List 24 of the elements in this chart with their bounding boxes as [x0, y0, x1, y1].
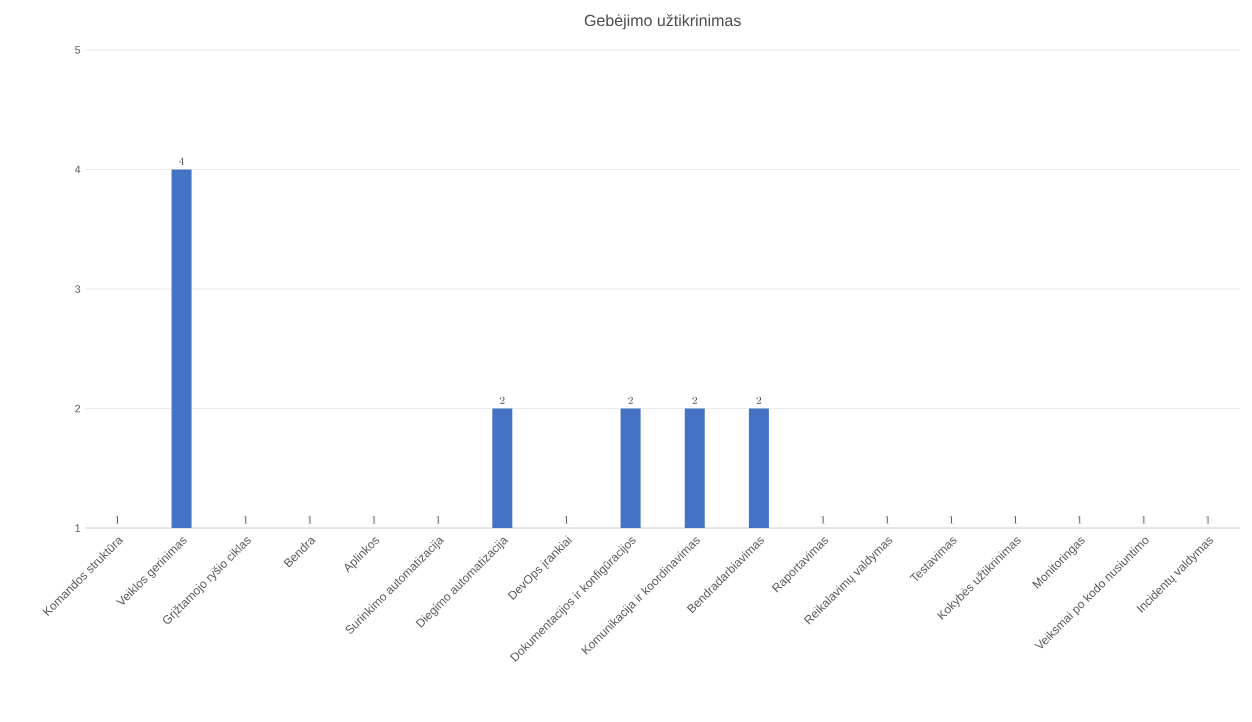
data-label: 1 [885, 516, 890, 524]
data-label: 1 [436, 516, 441, 524]
data-label: 1 [1141, 516, 1146, 524]
data-label: 1 [1206, 516, 1210, 524]
data-label: 2 [628, 396, 633, 404]
chart-title: Gebėjimo užtikrinimas [584, 14, 741, 30]
data-label: 1 [243, 516, 248, 524]
y-tick-label: 3 [75, 285, 81, 293]
data-label: 1 [564, 516, 569, 524]
data-label: 1 [1077, 516, 1082, 524]
y-tick-label: 4 [74, 165, 81, 174]
data-label: 1 [308, 516, 312, 524]
y-tick-label: 2 [75, 404, 81, 413]
data-label: 2 [756, 396, 762, 404]
y-tick-label: 5 [75, 46, 81, 54]
data-label: 2 [500, 396, 505, 404]
data-label: 1 [1013, 516, 1018, 524]
data-label: 1 [115, 516, 120, 524]
data-label: 1 [821, 516, 825, 524]
y-tick-label: 1 [75, 524, 81, 532]
data-label: 2 [692, 396, 697, 404]
data-label: 1 [372, 516, 376, 524]
data-label: 1 [949, 516, 954, 524]
data-label: 4 [179, 157, 185, 165]
